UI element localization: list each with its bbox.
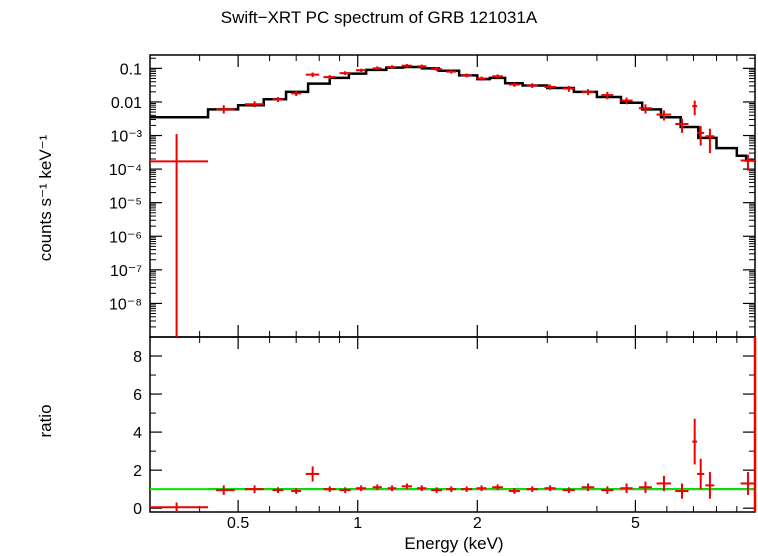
x-tick-label: 5 — [631, 515, 640, 532]
spectrum-data-point — [291, 91, 302, 97]
spectrum-data-point — [601, 91, 614, 100]
ratio-data-point — [492, 484, 503, 491]
spectrum-data-point — [705, 128, 715, 154]
spectrum-data-point — [492, 74, 503, 79]
ratio-data-point — [401, 483, 413, 490]
spectrum-data-point — [417, 64, 427, 69]
spectrum-data-point — [697, 126, 705, 146]
spectrum-data-point — [461, 73, 473, 78]
y-tick-label-spectrum: 0.01 — [111, 95, 142, 112]
ratio-data-point — [417, 485, 427, 492]
y-tick-label-spectrum: 10⁻⁶ — [109, 229, 142, 246]
spectrum-frame — [149, 54, 756, 338]
x-tick-label: 1 — [353, 515, 362, 532]
ratio-data-point — [216, 485, 235, 495]
spectrum-data-point — [740, 154, 755, 171]
ratio-data-point — [339, 487, 351, 493]
ratio-data-point — [562, 487, 575, 493]
spectrum-data-point — [675, 118, 689, 133]
spectrum-data-point — [656, 110, 672, 121]
ratio-data-point — [740, 472, 755, 495]
ratio-data-point — [244, 485, 264, 493]
spectrum-data-point — [150, 134, 209, 337]
x-tick-label: 0.5 — [227, 515, 249, 532]
spectrum-data-point — [355, 68, 367, 72]
ratio-data-point — [150, 502, 209, 512]
x-axis-label: Energy (keV) — [404, 534, 504, 553]
spectrum-data-point — [562, 85, 575, 92]
ratio-data-point — [675, 483, 689, 499]
ratio-data-point — [544, 485, 556, 492]
y-tick-label-ratio: 0 — [133, 501, 142, 518]
ratio-data-point — [431, 487, 443, 493]
ratio-data-point — [323, 486, 336, 493]
spectrum-data-point — [216, 105, 235, 114]
spectrum-data-point — [387, 65, 397, 69]
spectrum-data-point — [476, 76, 487, 81]
ratio-data-point — [387, 485, 397, 492]
ratio-data-point — [656, 475, 672, 492]
ratio-data-point — [601, 486, 614, 494]
y-tick-label-spectrum: 10⁻⁷ — [110, 263, 142, 280]
ratio-data-point — [355, 485, 367, 492]
y-tick-label-spectrum: 10⁻⁸ — [109, 296, 142, 313]
spectrum-data-point — [526, 83, 538, 89]
y-tick-label-spectrum: 10⁻⁴ — [109, 162, 142, 179]
y-tick-label-ratio: 4 — [133, 425, 142, 442]
y-tick-label-spectrum: 10⁻⁵ — [109, 196, 142, 213]
spectrum-data-point — [620, 97, 633, 105]
chart-title: Swift−XRT PC spectrum of GRB 121031A — [220, 8, 538, 27]
ratio-data-point — [291, 488, 302, 494]
x-tick-label: 2 — [473, 515, 482, 532]
spectrum-data-point — [544, 84, 556, 90]
spectrum-data-point — [581, 89, 595, 96]
ratio-data-point — [372, 484, 382, 491]
ratio-data-point — [697, 458, 705, 490]
ratio-data-point — [526, 486, 538, 493]
spectrum-data-point — [323, 75, 336, 80]
spectrum-data-point — [638, 104, 652, 114]
ratio-data-point — [620, 483, 633, 493]
ratio-data-point — [692, 418, 698, 465]
spectrum-data-point — [692, 100, 698, 116]
spectrum-data-point — [305, 72, 320, 78]
ratio-data-point — [461, 486, 473, 493]
spectrum-data-point — [372, 66, 382, 70]
spectrum-data-point — [446, 69, 457, 74]
ratio-data-point — [272, 487, 284, 493]
ratio-data-point — [305, 466, 320, 482]
ratio-data-point — [638, 481, 652, 493]
spectrum-data-point — [339, 71, 351, 76]
ratio-data-point — [476, 485, 487, 492]
ratio-data-point — [581, 483, 595, 492]
y-tick-label-ratio: 2 — [133, 463, 142, 480]
ratio-data-point — [446, 486, 457, 493]
spectrum-data-point — [508, 82, 520, 87]
y-tick-label-ratio: 8 — [133, 349, 142, 366]
ratio-data-point — [508, 488, 520, 494]
spectrum-data-point — [272, 97, 284, 102]
y-tick-label-spectrum: 0.1 — [120, 61, 142, 78]
spectrum-data-point — [244, 101, 264, 108]
ratio-data-point — [705, 472, 715, 499]
y-tick-label-spectrum: 10⁻³ — [110, 129, 142, 146]
spectrum-data-point — [431, 67, 443, 72]
y-tick-label-ratio: 6 — [133, 387, 142, 404]
spectrum-data-point — [401, 63, 413, 68]
